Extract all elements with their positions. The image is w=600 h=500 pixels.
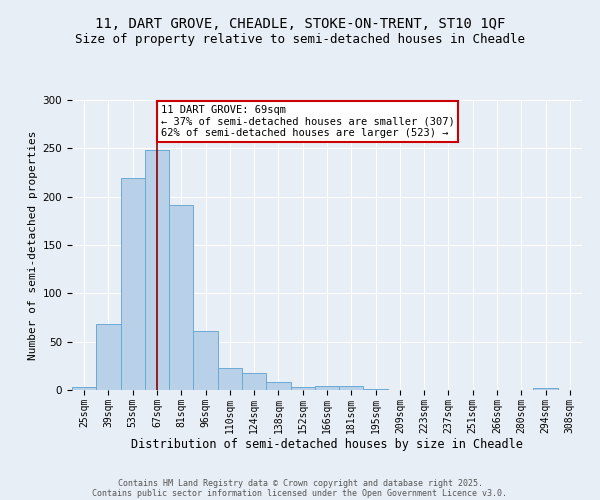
Bar: [218, 368, 242, 390]
Text: Contains HM Land Registry data © Crown copyright and database right 2025.: Contains HM Land Registry data © Crown c…: [118, 478, 482, 488]
Text: Size of property relative to semi-detached houses in Cheadle: Size of property relative to semi-detach…: [75, 32, 525, 46]
Text: 11, DART GROVE, CHEADLE, STOKE-ON-TRENT, ST10 1QF: 11, DART GROVE, CHEADLE, STOKE-ON-TRENT,…: [95, 18, 505, 32]
X-axis label: Distribution of semi-detached houses by size in Cheadle: Distribution of semi-detached houses by …: [131, 438, 523, 452]
Bar: [266, 382, 290, 390]
Y-axis label: Number of semi-detached properties: Number of semi-detached properties: [28, 130, 38, 360]
Bar: [96, 324, 121, 390]
Bar: [290, 387, 315, 390]
Bar: [242, 372, 266, 390]
Bar: [72, 387, 96, 390]
Text: 11 DART GROVE: 69sqm
← 37% of semi-detached houses are smaller (307)
62% of semi: 11 DART GROVE: 69sqm ← 37% of semi-detac…: [161, 105, 454, 138]
Bar: [533, 388, 558, 390]
Bar: [121, 178, 145, 390]
Text: Contains public sector information licensed under the Open Government Licence v3: Contains public sector information licen…: [92, 488, 508, 498]
Bar: [339, 386, 364, 390]
Bar: [145, 150, 169, 390]
Bar: [364, 389, 388, 390]
Bar: [193, 331, 218, 390]
Bar: [169, 206, 193, 390]
Bar: [315, 386, 339, 390]
